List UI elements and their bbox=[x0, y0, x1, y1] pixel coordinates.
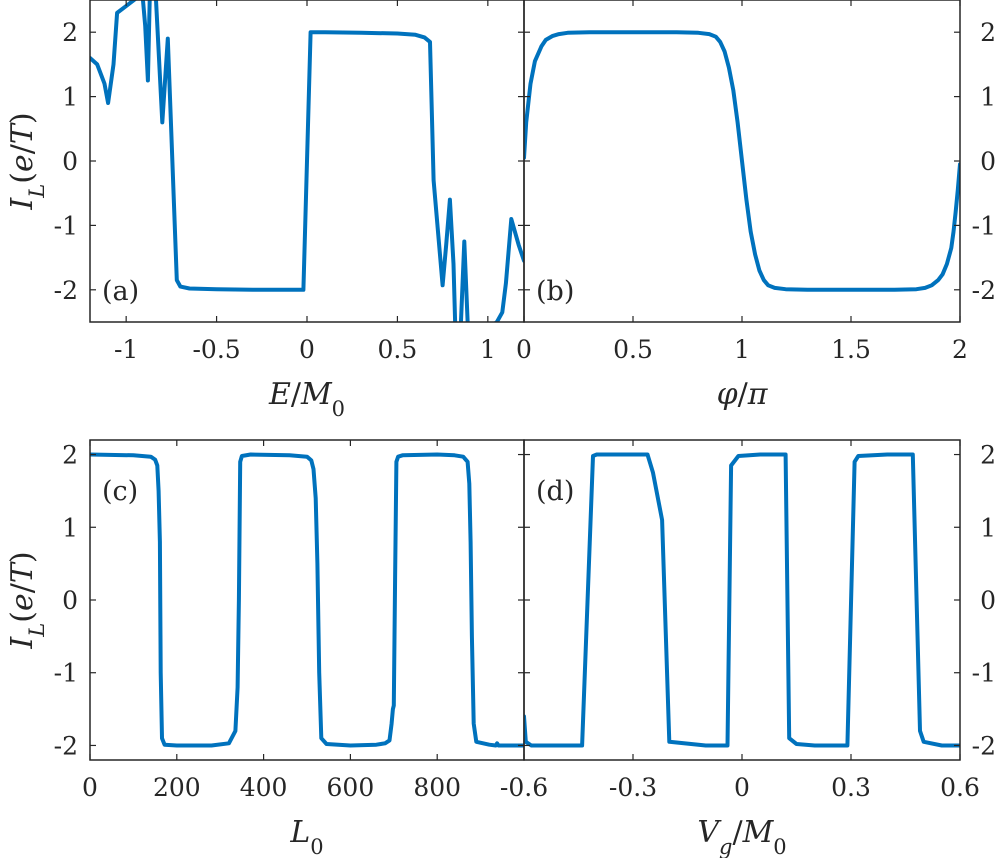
y-tick-label: 0 bbox=[980, 586, 996, 615]
y-tick-label: -1 bbox=[972, 659, 996, 688]
x-tick-label: 0.5 bbox=[613, 335, 653, 364]
x-tick-label: 0.5 bbox=[378, 335, 418, 364]
y-tick-label: 1 bbox=[980, 513, 996, 542]
y-tick-label: 0 bbox=[62, 586, 78, 615]
x-tick-label: 800 bbox=[413, 773, 461, 802]
x-tick-label: -0.5 bbox=[192, 335, 240, 364]
x-tick-label: 0 bbox=[299, 335, 315, 364]
panel-label-b: (b) bbox=[536, 276, 574, 307]
series-line-d bbox=[524, 452, 960, 748]
x-tick-label: 0 bbox=[516, 335, 532, 364]
x-tick-label: -1 bbox=[114, 335, 138, 364]
x-tick-label: -0.3 bbox=[609, 773, 657, 802]
panel-label-a: (a) bbox=[102, 276, 139, 307]
panel-label-d: (d) bbox=[536, 476, 574, 507]
x-tick-label: 2 bbox=[952, 335, 968, 364]
panel-d: -0.6 -0.3 0 0.3 0.6 -2 -1 0 1 2 (d) Vg/M0 bbox=[500, 439, 996, 858]
y-tick-label: 2 bbox=[62, 441, 78, 470]
series-line-a bbox=[90, 0, 524, 322]
series-line-c bbox=[90, 452, 524, 748]
x-axis-label-d: Vg/M0 bbox=[697, 815, 786, 858]
x-tick-label: 200 bbox=[153, 773, 201, 802]
y-tick-label: -1 bbox=[54, 659, 78, 688]
x-tick-label: 0 bbox=[82, 773, 98, 802]
y-tick-label: 0 bbox=[980, 147, 996, 176]
x-tick-label: 400 bbox=[240, 773, 288, 802]
y-tick-label: 2 bbox=[980, 18, 996, 47]
y-tick-label: 1 bbox=[62, 83, 78, 112]
panel-label-c: (c) bbox=[102, 476, 138, 507]
x-tick-label: -0.6 bbox=[500, 773, 548, 802]
panel-c: 0 200 400 600 800 -2 -1 0 1 2 (c) L0 IL(e/T) bbox=[5, 439, 525, 858]
y-tick-label: 0 bbox=[62, 147, 78, 176]
x-tick-label: 0.6 bbox=[940, 773, 980, 802]
panel-a: -1 -0.5 0 0.5 1 -2 -1 0 1 2 (a) E/M0 IL(e/T) bbox=[5, 0, 525, 421]
x-tick-label: 0 bbox=[734, 773, 750, 802]
x-axis-label-a: E/M0 bbox=[268, 377, 345, 421]
y-tick-label: 1 bbox=[62, 513, 78, 542]
x-tick-label: 1 bbox=[734, 335, 750, 364]
x-tick-label: 1.5 bbox=[831, 335, 871, 364]
y-tick-label: -2 bbox=[972, 731, 996, 760]
y-tick-label: 2 bbox=[980, 441, 996, 470]
y-axis-label-c: IL(e/T) bbox=[5, 551, 49, 649]
series-line-b bbox=[524, 30, 960, 292]
x-tick-label: 0.3 bbox=[831, 773, 871, 802]
y-tick-label: -1 bbox=[972, 211, 996, 240]
y-axis-label-a: IL(e/T) bbox=[5, 112, 49, 210]
y-tick-label: -1 bbox=[54, 211, 78, 240]
panel-b: 0 0.5 1 1.5 2 -2 -1 0 1 2 (b) φ/π bbox=[516, 0, 996, 412]
axes-frame-c bbox=[89, 439, 525, 761]
x-axis-label-b: φ/π bbox=[717, 377, 769, 412]
y-tick-label: -2 bbox=[972, 276, 996, 305]
y-tick-label: -2 bbox=[54, 276, 78, 305]
x-axis-label-c: L0 bbox=[289, 815, 323, 858]
x-tick-label: 1 bbox=[480, 335, 496, 364]
x-tick-label: 600 bbox=[327, 773, 375, 802]
y-tick-label: -2 bbox=[54, 731, 78, 760]
y-tick-label: 1 bbox=[980, 83, 996, 112]
y-tick-label: 2 bbox=[62, 18, 78, 47]
